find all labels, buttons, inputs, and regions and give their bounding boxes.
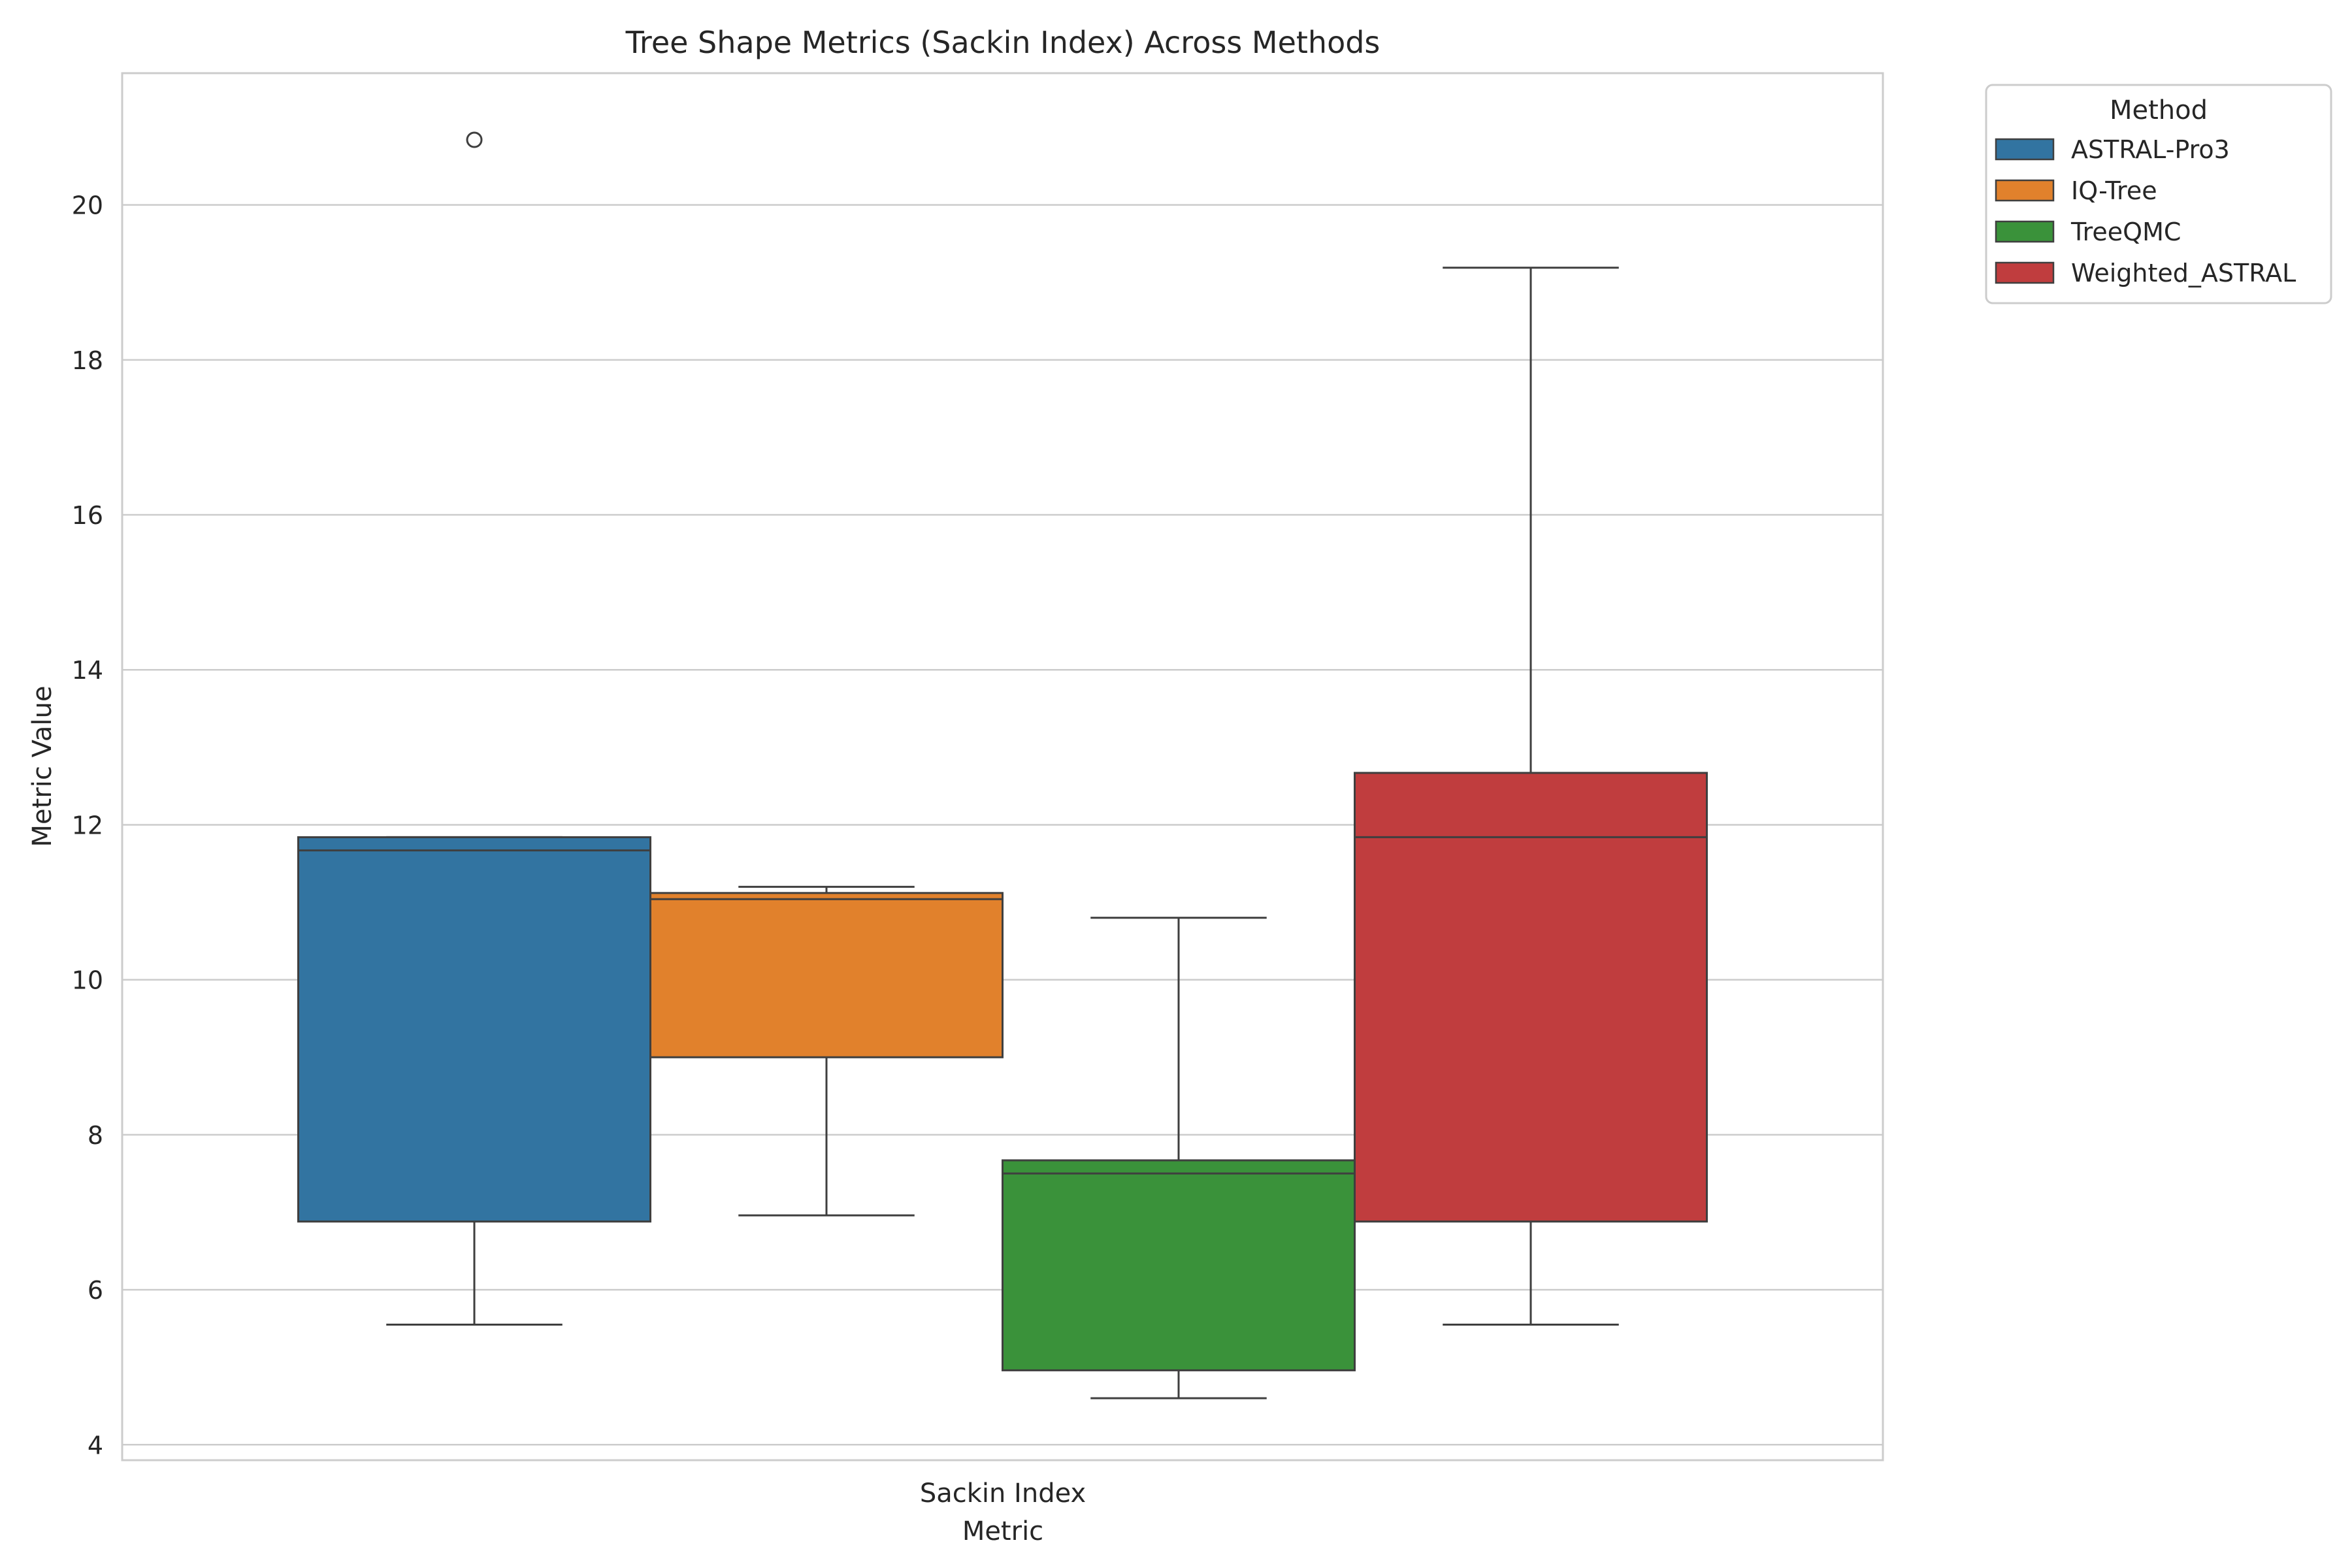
- box-iqr: [649, 892, 1004, 1058]
- y-tick-label: 20: [72, 191, 103, 220]
- x-axis-label: Metric: [962, 1516, 1043, 1546]
- boxes: [297, 131, 1708, 1399]
- y-tick-label: 18: [72, 346, 103, 375]
- box-iqr: [1002, 1159, 1356, 1371]
- y-tick-label: 12: [72, 811, 103, 840]
- outlier-point: [466, 131, 483, 148]
- y-axis-ticks: 4 6 8 10 12 14 16 18 20: [72, 191, 103, 1460]
- y-tick-label: 8: [88, 1121, 103, 1150]
- box-astral-pro3: [297, 131, 651, 1326]
- legend-label: ASTRAL-Pro3: [2071, 135, 2230, 164]
- legend-label: IQ-Tree: [2071, 176, 2157, 205]
- box-weighted-astral: [1354, 267, 1708, 1326]
- legend-items: ASTRAL-Pro3 IQ-Tree TreeQMC Weighted_ASTRAL: [1995, 135, 2296, 287]
- x-tick-label: Sackin Index: [920, 1478, 1086, 1509]
- legend-title: Method: [2110, 95, 2208, 125]
- box-iqr: [297, 836, 651, 1223]
- y-tick-label: 6: [88, 1276, 103, 1305]
- legend-swatch: [1995, 261, 2055, 284]
- y-tick-label: 4: [88, 1431, 103, 1460]
- legend-label: Weighted_ASTRAL: [2071, 259, 2296, 287]
- box-iqr: [1354, 772, 1708, 1223]
- legend-label: TreeQMC: [2070, 218, 2181, 246]
- box-treeqmc: [1002, 917, 1356, 1399]
- legend-swatch: [1995, 179, 2055, 202]
- legend: Method ASTRAL-Pro3 IQ-Tree TreeQMC Weighted…: [1985, 84, 2332, 304]
- y-tick-label: 14: [72, 656, 103, 685]
- plot-frame: [121, 72, 1884, 1462]
- box-iq-tree: [649, 885, 1004, 1217]
- y-tick-label: 10: [72, 966, 103, 995]
- legend-frame: [1985, 84, 2332, 304]
- legend-swatch: [1995, 220, 2055, 243]
- legend-swatch: [1995, 138, 2055, 161]
- y-axis-label: Metric Value: [27, 686, 57, 847]
- chart-title: Tree Shape Metrics (Sackin Index) Across…: [625, 25, 1380, 60]
- y-tick-label: 16: [72, 501, 103, 530]
